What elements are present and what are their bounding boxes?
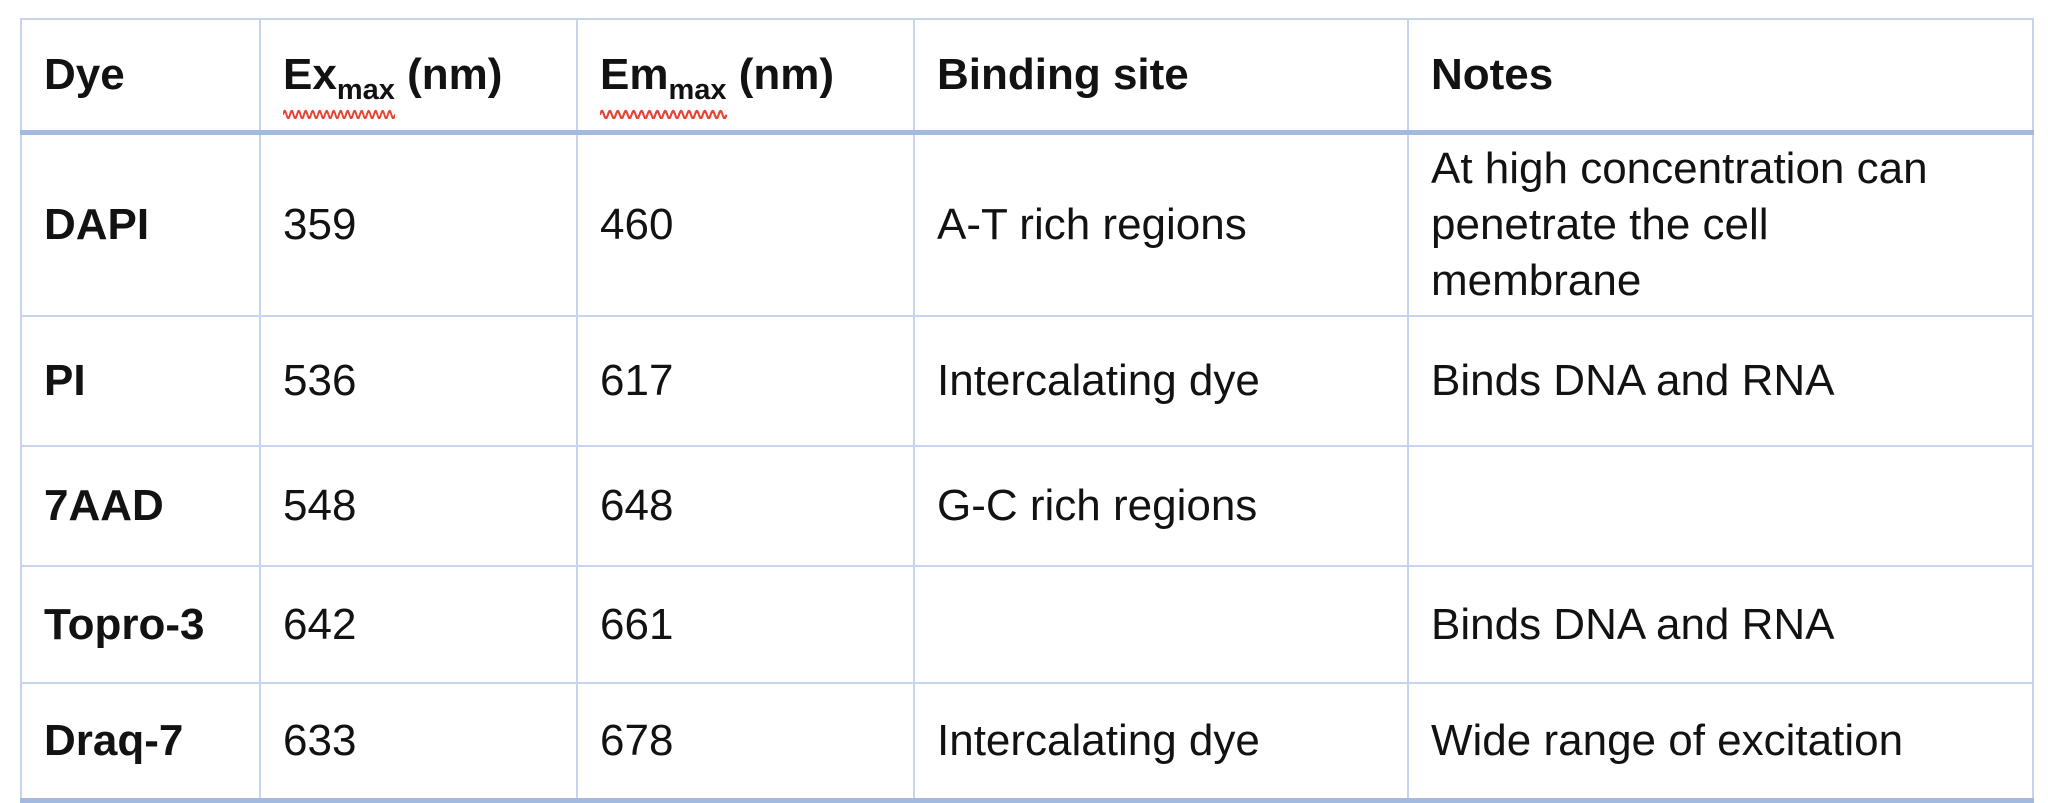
dye-cell[interactable]: PI [20,315,261,447]
ex-max-cell[interactable]: 548 [259,445,578,567]
em-max-cell[interactable]: 648 [576,445,915,567]
dye-name: Topro-3 [44,599,205,649]
em-max-value: 678 [600,716,674,765]
table-row: DAPI 359 460 A-T rich regions At high co… [20,131,2034,317]
em-max-cell[interactable]: 460 [576,131,915,317]
dye-cell[interactable]: 7AAD [20,445,261,567]
binding-site-cell[interactable]: Intercalating dye [913,315,1409,447]
binding-site-cell[interactable]: A-T rich regions [913,131,1409,317]
em-max-unit: (nm) [726,50,835,99]
em-max-subscript: max [668,74,727,106]
ex-max-value: 642 [283,599,357,649]
em-max-cell[interactable]: 617 [576,315,915,447]
header-cell-ex-max[interactable]: Exmax (nm) [259,18,578,135]
em-max-cell[interactable]: 661 [576,565,915,684]
ex-max-label: Exmax [283,47,395,119]
ex-max-value: 536 [283,356,357,405]
header-label-notes: Notes [1431,50,1554,99]
table-row: PI 536 617 Intercalating dye Binds DNA a… [20,315,2034,447]
ex-max-value: 359 [283,200,357,249]
header-label-dye: Dye [44,50,125,99]
dye-cell[interactable]: DAPI [20,131,261,317]
dye-name: 7AAD [44,481,164,530]
ex-max-cell[interactable]: 536 [259,315,578,447]
binding-site-cell[interactable] [913,565,1409,684]
header-cell-em-max[interactable]: Emmax (nm) [576,18,915,135]
dye-name: PI [44,356,86,405]
ex-max-value: 633 [283,716,357,765]
table-row: 7AAD 548 648 G-C rich regions [20,445,2034,567]
table-row: Topro-3 642 661 Binds DNA and RNA [20,565,2034,684]
em-max-value: 661 [600,599,674,649]
notes-cell[interactable] [1407,445,2034,567]
binding-site-value: Intercalating dye [937,716,1260,765]
em-max-value: 460 [600,200,674,249]
header-cell-dye[interactable]: Dye [20,18,261,135]
binding-site-value: G-C rich regions [937,481,1258,530]
em-max-value: 617 [600,356,674,405]
table-header-row: Dye Exmax (nm) Emmax (nm) Binding site N… [20,18,2034,135]
notes-cell[interactable]: Binds DNA and RNA [1407,315,2034,447]
ex-max-value: 548 [283,481,357,530]
notes-cell[interactable]: At high concentration can penetrate the … [1407,131,2034,317]
dye-name: DAPI [44,200,150,249]
header-cell-binding-site[interactable]: Binding site [913,18,1409,135]
dye-properties-table: Dye Exmax (nm) Emmax (nm) Binding site N… [20,18,2034,803]
dye-cell[interactable]: Topro-3 [20,565,261,684]
notes-value: At high concentration can penetrate the … [1431,144,1928,305]
binding-site-cell[interactable]: G-C rich regions [913,445,1409,567]
dye-name: Draq-7 [44,716,184,765]
ex-max-cell[interactable]: 642 [259,565,578,684]
ex-max-unit: (nm) [394,50,503,99]
em-max-value: 648 [600,481,674,530]
header-cell-notes[interactable]: Notes [1407,18,2034,135]
notes-value: Binds DNA and RNA [1431,599,1835,649]
ex-max-cell[interactable]: 359 [259,131,578,317]
spellcheck-squiggle-icon [283,109,395,119]
ex-max-subscript: max [336,74,395,106]
notes-value: Wide range of excitation [1431,716,1904,765]
binding-site-value: A-T rich regions [937,200,1247,249]
header-label-binding-site: Binding site [937,50,1189,99]
spellcheck-squiggle-icon [600,109,727,119]
em-max-label: Emmax [600,47,727,119]
notes-cell[interactable]: Binds DNA and RNA [1407,565,2034,684]
binding-site-value: Intercalating dye [937,356,1260,405]
table-body: DAPI 359 460 A-T rich regions At high co… [20,131,2034,803]
notes-value: Binds DNA and RNA [1431,356,1835,405]
